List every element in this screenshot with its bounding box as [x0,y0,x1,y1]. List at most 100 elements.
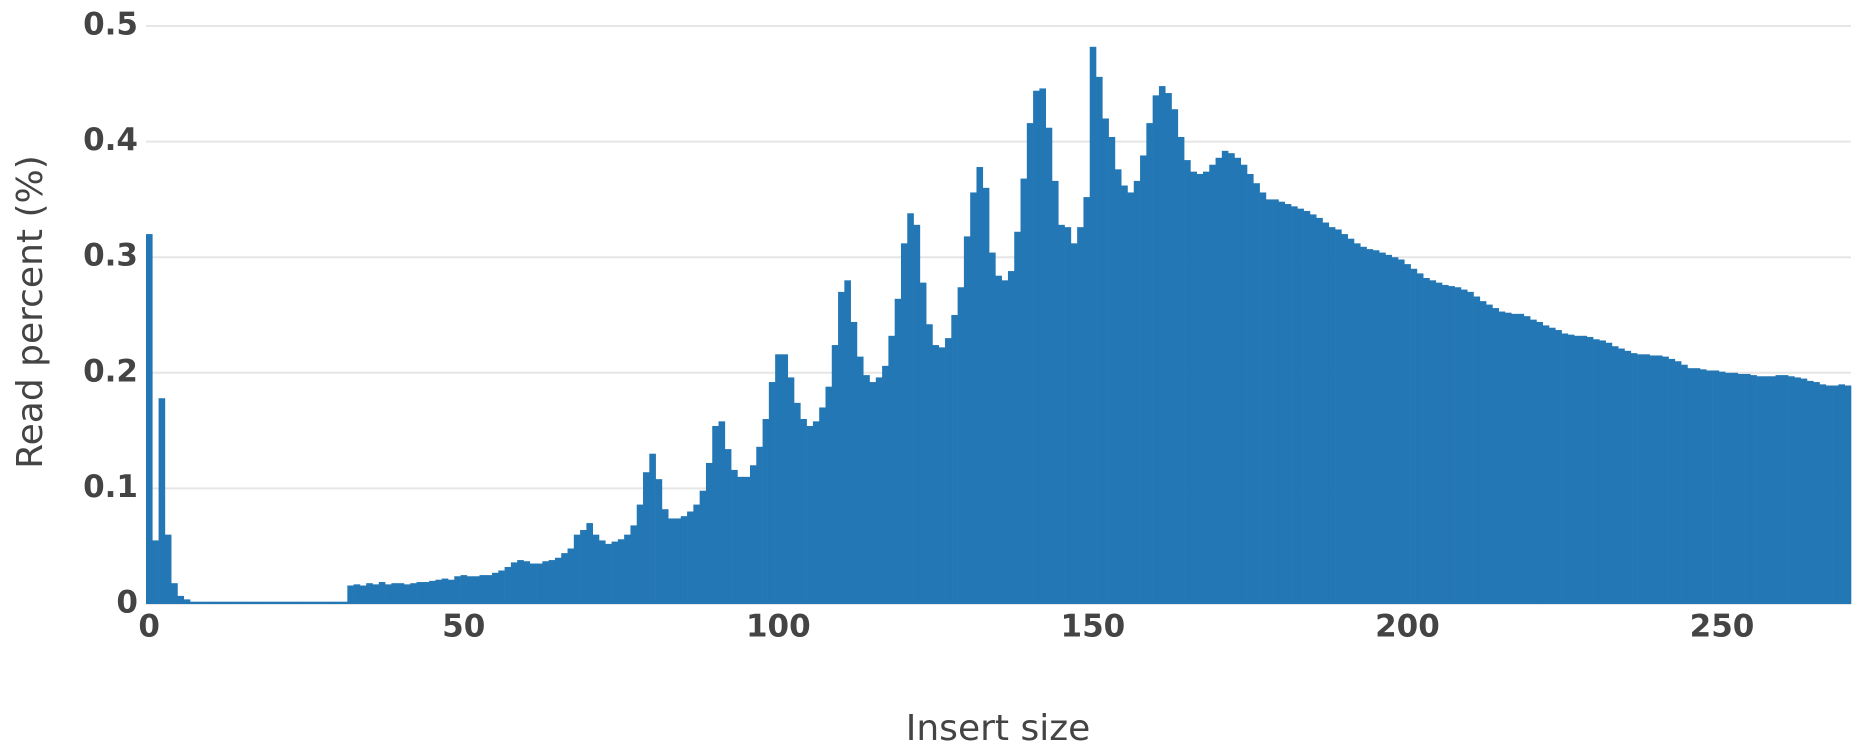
bar [548,560,556,604]
bar [554,557,562,604]
bar [768,382,776,604]
bar [1800,378,1808,604]
bar [1202,171,1210,604]
bar [1448,286,1455,604]
bar [1567,334,1575,604]
bar [328,601,336,604]
bar [1272,199,1279,604]
bar [510,562,518,604]
bar [441,578,449,604]
bar [718,421,726,604]
bar [1693,368,1701,604]
bar [819,407,826,604]
bar [202,601,210,604]
bar [1637,354,1644,604]
bar [1687,368,1695,604]
bar [668,518,675,604]
bar [290,601,298,604]
bar [1398,259,1405,604]
bar [1051,180,1059,605]
bar [1416,273,1424,604]
bar [1366,249,1374,604]
bar [1806,380,1814,604]
bar [1819,384,1827,604]
bar [1284,204,1292,605]
bar [1404,264,1411,604]
bar [976,167,984,605]
bar [359,585,367,604]
bar [863,375,870,604]
bar [410,583,417,604]
bar [655,479,663,604]
bar [504,567,512,604]
bar [1121,185,1128,604]
bar [951,315,958,604]
bar [1020,178,1028,605]
bar [1033,90,1040,604]
bar [1769,376,1776,604]
bar [1058,224,1065,604]
bar [1114,169,1122,604]
bar [1549,327,1556,604]
bar [1385,254,1393,604]
bar [334,601,342,604]
bar [737,476,744,604]
bar [586,523,593,604]
bar [1221,150,1229,604]
bar [1486,304,1493,604]
bar [1605,342,1613,604]
bar [1731,372,1739,604]
bar [164,534,172,604]
bar [466,576,474,604]
bar [1014,231,1021,604]
bar [1001,280,1009,604]
bar [724,449,732,604]
bar [1844,385,1852,604]
bar [315,601,323,604]
bar [403,584,411,604]
bar [1360,246,1367,604]
bar [687,511,694,604]
x-axis-title: Insert size [906,708,1091,749]
bar [240,601,247,604]
bar [674,518,682,604]
bar [926,324,933,604]
bar [284,601,292,604]
bar [680,516,688,604]
x-tick-label: 200 [1375,609,1440,645]
bar [1133,180,1141,605]
bar [1473,296,1481,604]
x-tick-label: 50 [442,609,485,645]
bar [265,601,273,604]
y-tick-label: 0.4 [83,122,138,158]
bar [1146,123,1153,604]
bar [1454,287,1462,604]
bar [812,421,820,604]
bar [1838,384,1846,604]
bar [1184,160,1191,604]
bar [989,252,996,605]
bar [259,601,266,604]
bar [850,321,858,604]
bar [366,583,373,604]
bar [1467,291,1474,604]
bar [536,563,543,604]
bar [888,335,895,604]
bar [1335,229,1342,604]
bar [1152,95,1160,605]
bar [152,540,159,604]
bar [1083,197,1091,604]
bar [1410,268,1418,604]
bar [1196,173,1204,604]
bar [479,575,487,604]
bar [1498,311,1506,604]
bar [1725,372,1732,604]
bar [1813,382,1820,604]
bar [1171,109,1179,605]
bar [932,345,940,604]
bar [705,462,713,604]
bar [1624,350,1632,604]
bar [1102,118,1109,604]
bar [1442,284,1449,604]
